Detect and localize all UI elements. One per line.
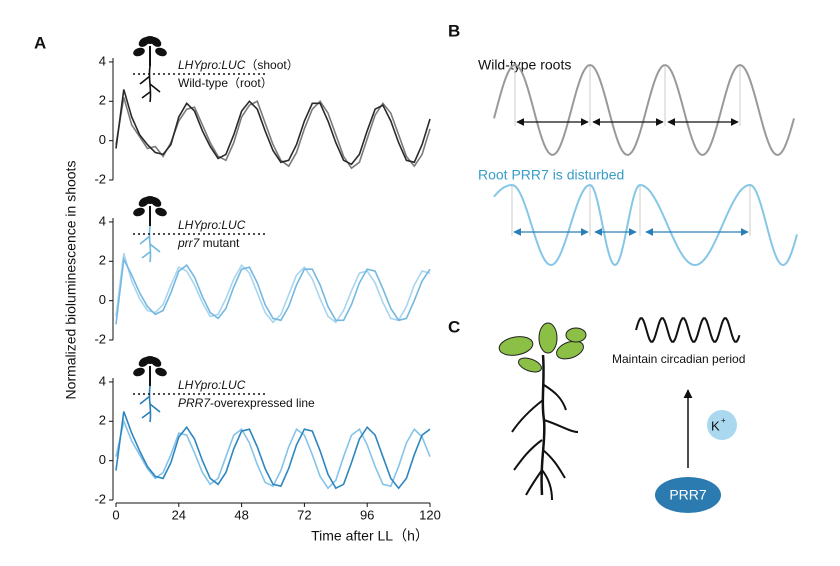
ion-charge: + — [721, 416, 726, 425]
root — [139, 385, 161, 423]
annotation: LHYpro:LUC（shoot） — [178, 58, 299, 72]
annotation: LHYpro:LUC — [178, 378, 246, 392]
leaf — [155, 367, 167, 377]
wave-title: Wild-type roots — [478, 57, 571, 73]
x-tick-label: 72 — [297, 507, 311, 522]
plant-icon — [133, 36, 167, 103]
annotation-part: mutant — [199, 236, 240, 250]
series-line — [115, 89, 431, 166]
annotation: PRR7-overexpressed line — [178, 396, 315, 410]
y-tick-label: 4 — [99, 213, 106, 228]
series-line — [115, 253, 431, 324]
ion-label: K — [711, 418, 720, 433]
plant-icon — [133, 196, 167, 263]
annotation-part: LHYpro:LUC — [178, 218, 246, 232]
y-tick-label: 0 — [99, 292, 106, 307]
annotation-part: prr7 — [177, 236, 201, 250]
leaf — [144, 356, 156, 364]
annotation-part: LHYpro:LUC — [178, 378, 246, 392]
plant-illustration — [498, 322, 587, 501]
annotation-part: -overexpressed line — [210, 396, 315, 410]
leaf — [133, 47, 145, 57]
leaf — [155, 47, 167, 57]
y-tick-label: 0 — [99, 452, 106, 467]
wave-title: Root PRR7 is disturbed — [478, 167, 624, 183]
plant-icon — [133, 356, 167, 423]
leaf — [155, 207, 167, 217]
y-tick-label: 0 — [99, 132, 106, 147]
y-tick-label: 2 — [99, 93, 106, 108]
leaf — [144, 196, 156, 204]
caption: Maintain circadian period — [612, 352, 745, 366]
y-tick-label: 2 — [99, 413, 106, 428]
series-line — [115, 256, 431, 325]
wave — [493, 63, 795, 157]
annotation-part: Wild-type（root） — [178, 76, 273, 90]
x-tick-label: 96 — [360, 507, 374, 522]
x-tick-label: 48 — [234, 507, 248, 522]
annotation: Wild-type（root） — [178, 76, 273, 90]
root — [139, 65, 161, 103]
mechanism-diagram — [635, 317, 741, 513]
y-tick-label: -2 — [94, 491, 106, 506]
x-tick-label: 0 — [112, 507, 119, 522]
period-diagram — [493, 63, 798, 267]
y-axis-label: Normalized bioluminescence in shoots — [63, 161, 79, 400]
series-line — [115, 411, 431, 490]
annotation-part: PRR7 — [178, 396, 211, 410]
annotation: LHYpro:LUC — [178, 218, 246, 232]
panel-label: B — [448, 21, 460, 40]
x-axis-label: Time after LL（h） — [311, 528, 429, 544]
y-tick-label: -2 — [94, 331, 106, 346]
y-tick-label: 2 — [99, 253, 106, 268]
root — [139, 225, 161, 263]
wave — [493, 183, 798, 267]
y-tick-label: -2 — [94, 171, 106, 186]
x-tick-label: 120 — [419, 507, 441, 522]
panel-label: A — [34, 33, 46, 52]
y-tick-label: 4 — [99, 53, 106, 68]
annotation-part: LHYpro:LUC — [178, 58, 246, 72]
x-tick-label: 24 — [172, 507, 186, 522]
panel-label: C — [448, 317, 460, 336]
series-line — [115, 418, 431, 490]
y-tick-label: 4 — [99, 373, 106, 388]
series-line — [115, 97, 431, 170]
annotation-part: （shoot） — [245, 58, 298, 72]
leaf — [133, 367, 145, 377]
leaf — [133, 207, 145, 217]
protein-label: PRR7 — [669, 487, 707, 503]
leaf — [144, 36, 156, 44]
wave — [635, 317, 741, 343]
annotation: prr7 mutant — [177, 236, 240, 250]
